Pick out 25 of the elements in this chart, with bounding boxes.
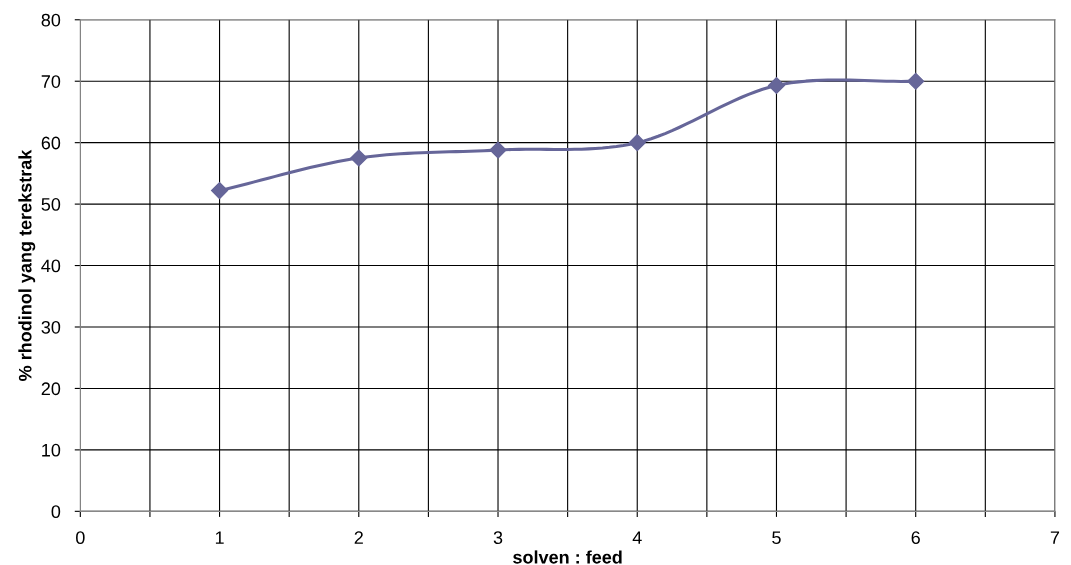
x-tick-label: 0 — [76, 531, 85, 545]
y-tick-label: 0 — [51, 505, 61, 519]
x-tick-label: 5 — [772, 531, 781, 545]
x-tick-label: 7 — [1050, 531, 1060, 544]
y-tick-label: 50 — [41, 198, 61, 211]
y-tick-label: 60 — [41, 136, 61, 150]
x-tick-label: 4 — [632, 531, 642, 544]
x-tick-label: 3 — [493, 531, 503, 545]
x-tick-label: 6 — [911, 531, 920, 545]
y-tick-label: 10 — [42, 443, 61, 457]
y-tick-label: 80 — [41, 13, 61, 27]
y-axis-title: % rhodinol yang terekstrak — [18, 149, 36, 381]
y-tick-label: 30 — [41, 320, 61, 334]
y-tick-label: 40 — [41, 259, 61, 273]
point — [350, 149, 368, 167]
point — [767, 76, 786, 95]
point — [628, 134, 646, 152]
point — [211, 182, 229, 200]
point — [907, 72, 925, 90]
point — [489, 141, 507, 159]
x-tick-label: 2 — [354, 531, 363, 544]
y-tick-label: 20 — [41, 382, 61, 396]
x-axis-title: solven : feed — [513, 550, 622, 564]
x-tick-label: 1 — [215, 531, 224, 544]
y-tick-label: 70 — [41, 75, 61, 88]
